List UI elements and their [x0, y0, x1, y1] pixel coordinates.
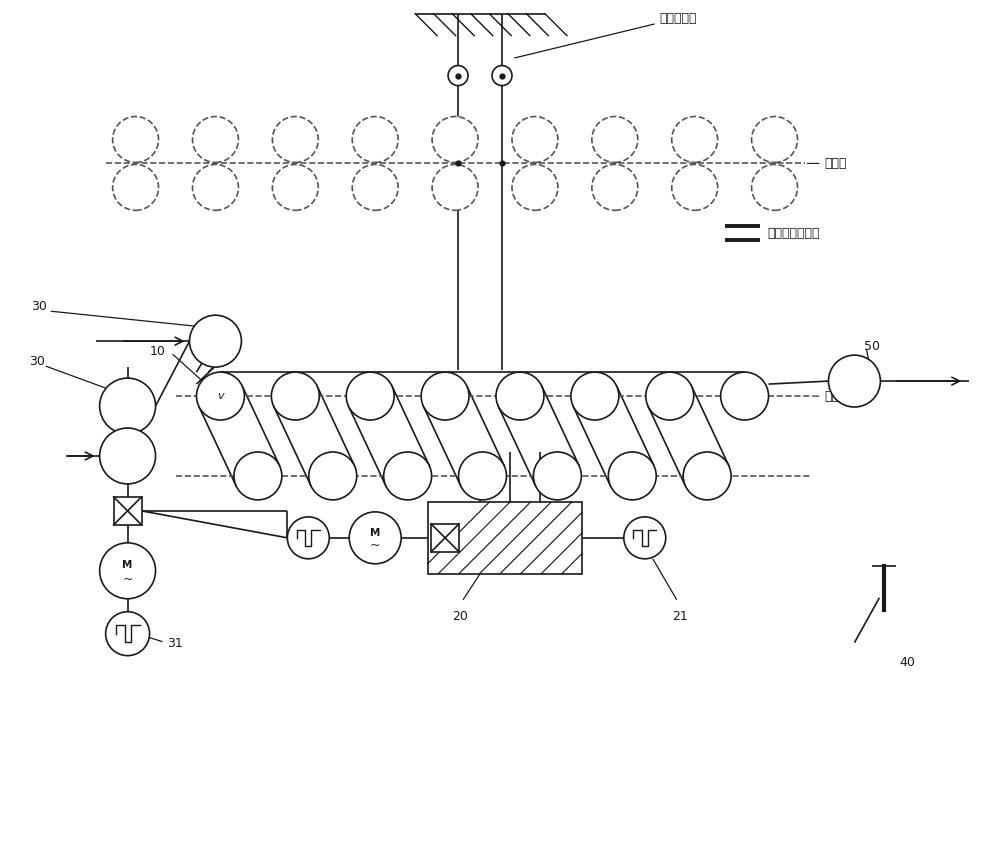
Circle shape	[384, 452, 432, 500]
Circle shape	[272, 116, 318, 162]
Circle shape	[533, 452, 581, 500]
Text: M: M	[122, 560, 133, 570]
Text: 30: 30	[29, 355, 45, 368]
Text: 活套塔基座: 活套塔基座	[515, 11, 697, 58]
Circle shape	[287, 516, 329, 559]
Bar	[428, 502, 582, 574]
Circle shape	[448, 66, 468, 86]
Text: M: M	[370, 528, 380, 537]
Circle shape	[592, 116, 638, 162]
Text: ~: ~	[370, 539, 380, 552]
Circle shape	[492, 66, 512, 86]
Text: ~: ~	[122, 573, 133, 586]
Circle shape	[271, 372, 319, 420]
Circle shape	[100, 378, 156, 434]
Circle shape	[352, 116, 398, 162]
Circle shape	[496, 372, 544, 420]
Text: 20: 20	[452, 609, 468, 622]
Bar	[114, 496, 142, 525]
Circle shape	[196, 372, 244, 420]
Circle shape	[683, 452, 731, 500]
Circle shape	[346, 372, 394, 420]
Circle shape	[352, 164, 398, 210]
Circle shape	[512, 116, 558, 162]
Text: 10: 10	[150, 345, 166, 358]
Circle shape	[113, 116, 159, 162]
Circle shape	[512, 164, 558, 210]
Bar	[431, 524, 459, 552]
Text: v: v	[217, 391, 224, 401]
Circle shape	[672, 164, 718, 210]
Circle shape	[272, 164, 318, 210]
Circle shape	[672, 116, 718, 162]
Circle shape	[309, 452, 357, 500]
Circle shape	[432, 116, 478, 162]
Text: 50: 50	[864, 339, 880, 352]
Circle shape	[459, 452, 506, 500]
Circle shape	[421, 372, 469, 420]
Circle shape	[113, 164, 159, 210]
Circle shape	[752, 164, 798, 210]
Circle shape	[192, 116, 238, 162]
Circle shape	[234, 452, 282, 500]
Text: 满套位: 满套位	[807, 157, 847, 170]
Circle shape	[828, 355, 880, 407]
Circle shape	[432, 164, 478, 210]
Circle shape	[349, 512, 401, 564]
Text: 30: 30	[31, 299, 47, 312]
Circle shape	[100, 542, 156, 599]
Circle shape	[571, 372, 619, 420]
Text: 31: 31	[168, 637, 183, 650]
Text: 40: 40	[899, 656, 915, 669]
Text: 空套位: 空套位	[812, 390, 847, 403]
Circle shape	[752, 116, 798, 162]
Circle shape	[189, 315, 241, 367]
Circle shape	[592, 164, 638, 210]
Circle shape	[100, 428, 156, 484]
Circle shape	[624, 516, 666, 559]
Circle shape	[608, 452, 656, 500]
Text: 21: 21	[672, 609, 688, 622]
Circle shape	[646, 372, 694, 420]
Circle shape	[106, 612, 150, 655]
Text: 活套车同步位置: 活套车同步位置	[768, 227, 820, 240]
Circle shape	[192, 164, 238, 210]
Circle shape	[721, 372, 769, 420]
